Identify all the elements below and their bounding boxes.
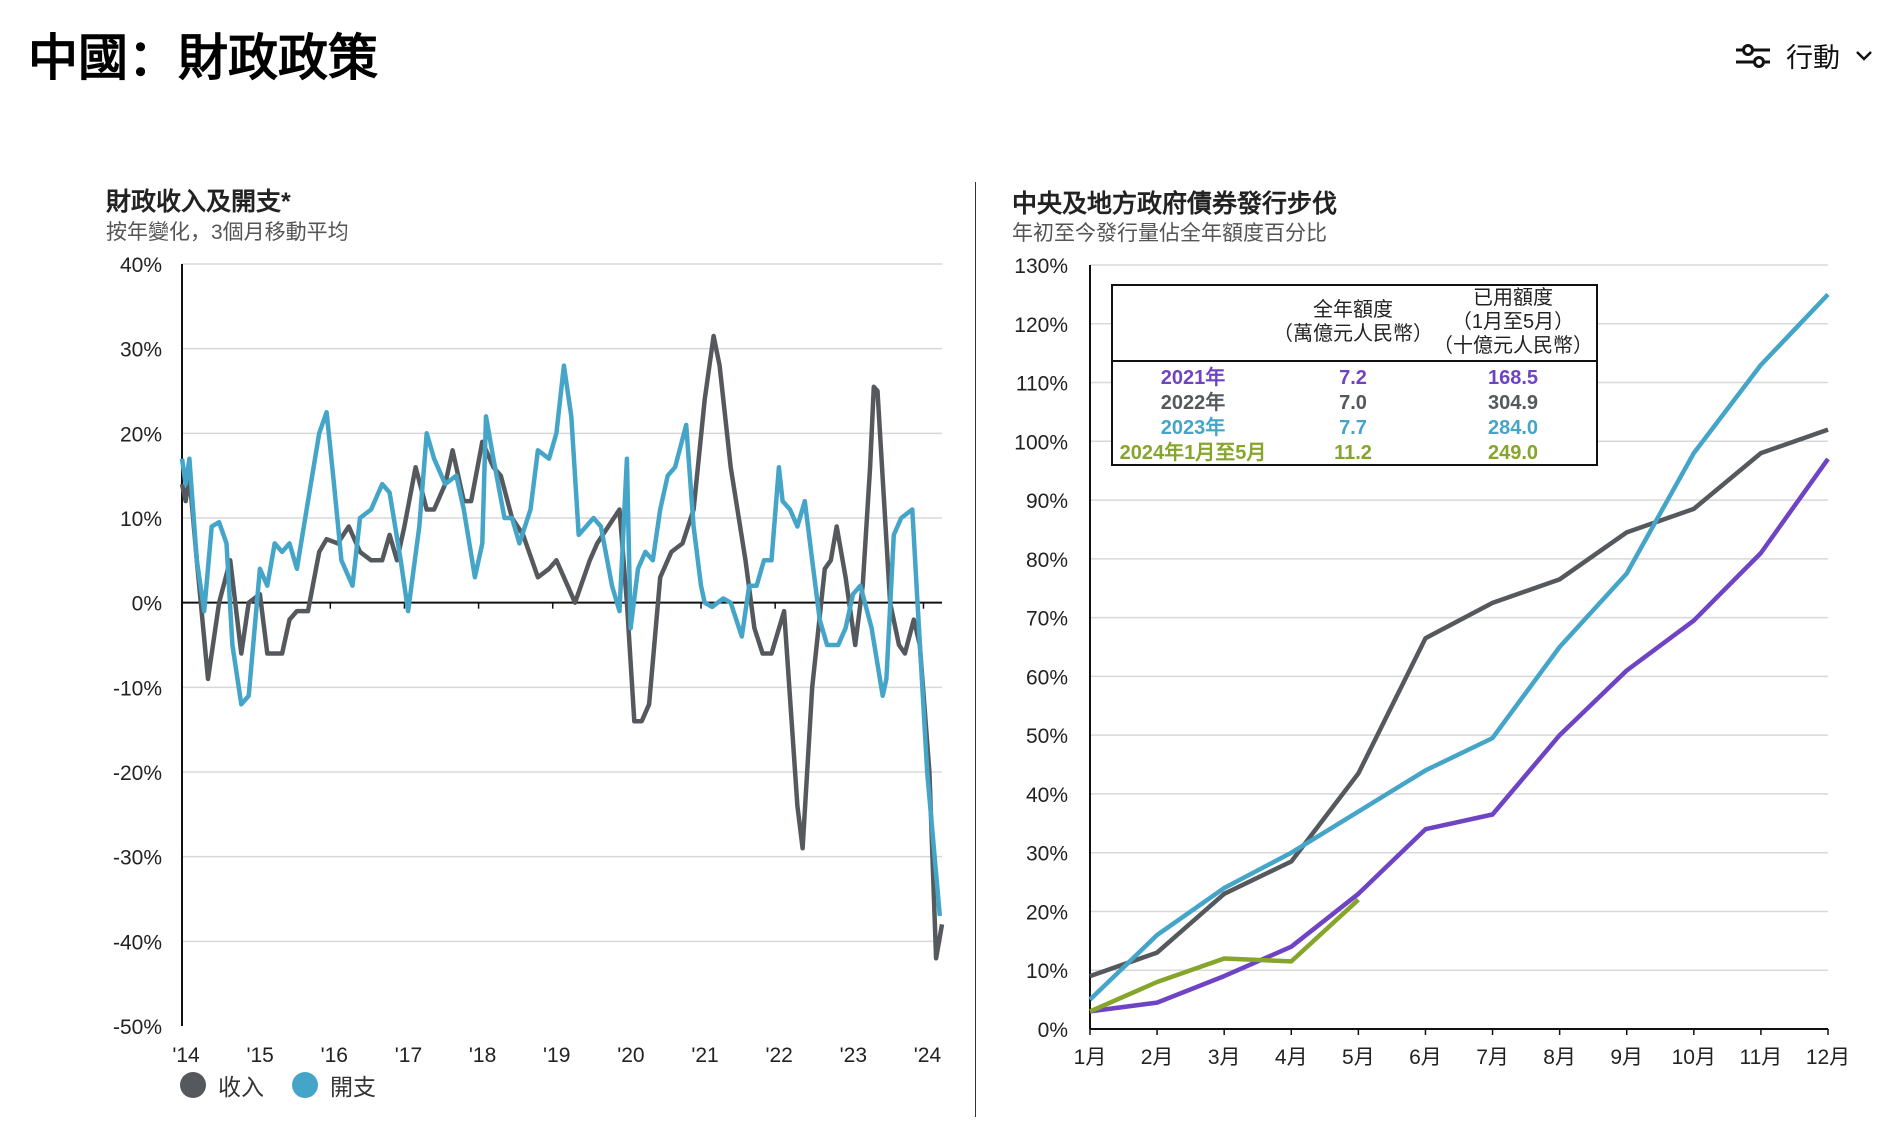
used-cell: 304.9 bbox=[1487, 392, 1539, 414]
legend-swatch bbox=[292, 1072, 318, 1098]
header-cell: 全年額度 bbox=[1313, 299, 1393, 321]
x-tick-label: 12月 bbox=[1806, 1046, 1850, 1069]
table-row: 2022年 7.0 304.9 bbox=[1113, 391, 1596, 416]
y-tick-label: 30% bbox=[1026, 843, 1068, 866]
actions-menu-button[interactable]: 行動 bbox=[1734, 36, 1874, 75]
legend: 收入 開支 bbox=[180, 1068, 376, 1102]
x-tick-label: 10月 bbox=[1672, 1046, 1716, 1069]
row-label: 2023年 bbox=[1160, 417, 1226, 439]
y-tick-label: 50% bbox=[1026, 725, 1068, 748]
quota-table: 全年額度 （萬億元人民幣） 已用額度 （1月至5月） （十億元人民幣） 2021年 7.… bbox=[1111, 284, 1598, 466]
page-title: 中國：財政政策 bbox=[28, 30, 378, 86]
x-tick-label: '17 bbox=[395, 1044, 422, 1067]
series-line-2024年1月至5月 bbox=[1089, 898, 1360, 1014]
x-tick-label: 11月 bbox=[1740, 1046, 1783, 1069]
y-tick-label: -30% bbox=[113, 847, 162, 870]
left-chart-subtitle: 按年變化，3個月移動平均 bbox=[106, 221, 349, 244]
x-tick-label: '24 bbox=[914, 1044, 942, 1067]
table-row: 2021年 7.2 168.5 bbox=[1113, 366, 1596, 391]
y-tick-label: 20% bbox=[120, 423, 162, 446]
table-row: 2023年 7.7 284.0 bbox=[1113, 416, 1596, 441]
y-tick-label: 30% bbox=[120, 339, 162, 362]
header-cell: （十億元人民幣） bbox=[1433, 335, 1593, 357]
x-tick-label: 9月 bbox=[1610, 1046, 1643, 1069]
quota-cell: 7.0 bbox=[1339, 392, 1367, 414]
bond-issuance-chart: 130% 120% 110% 100% 90% 80% 70% 60% 50% 40% 30% 20%… bbox=[1014, 255, 1850, 1069]
legend-label: 開支 bbox=[330, 1074, 376, 1100]
x-tick-label: 3月 bbox=[1208, 1046, 1241, 1069]
y-tick-label: 0% bbox=[132, 593, 162, 616]
x-tick-label: '21 bbox=[691, 1044, 718, 1067]
x-tick-label: '19 bbox=[543, 1044, 570, 1067]
y-tick-label: 130% bbox=[1014, 255, 1068, 278]
series-line-2023年 bbox=[1088, 292, 1830, 1002]
y-tick-label: -20% bbox=[113, 762, 162, 785]
y-tick-label: 10% bbox=[120, 508, 162, 531]
x-tick-label: '16 bbox=[321, 1044, 348, 1067]
x-tick-label: 4月 bbox=[1275, 1046, 1308, 1069]
used-cell: 284.0 bbox=[1487, 417, 1539, 439]
x-tick-label: 2月 bbox=[1141, 1046, 1174, 1069]
revenue-line bbox=[179, 333, 945, 961]
header-cell: 已用額度 bbox=[1473, 287, 1553, 309]
revenue-expenditure-chart: 40% 30% 20% 10% 0% -10% -20% -30% -40% -50% '14 '15… bbox=[113, 254, 945, 1067]
x-tick-label: 8月 bbox=[1543, 1046, 1576, 1069]
row-label: 2021年 bbox=[1160, 367, 1226, 389]
chart-divider bbox=[975, 182, 976, 1117]
legend-swatch bbox=[180, 1072, 206, 1098]
chevron-down-icon bbox=[1856, 50, 1872, 61]
x-tick-label: 5月 bbox=[1342, 1046, 1375, 1069]
quota-table-header: 全年額度 （萬億元人民幣） 已用額度 （1月至5月） （十億元人民幣） bbox=[1113, 286, 1596, 362]
used-cell: 249.0 bbox=[1487, 442, 1539, 464]
y-tick-label: 40% bbox=[120, 254, 162, 277]
y-tick-label: 70% bbox=[1026, 608, 1068, 631]
x-tick-label: '18 bbox=[469, 1044, 496, 1067]
y-tick-label: 80% bbox=[1026, 549, 1068, 572]
right-chart-title: 中央及地方政府債券發行步伐 bbox=[1012, 190, 1338, 218]
x-tick-label: '15 bbox=[246, 1044, 273, 1067]
row-label: 2022年 bbox=[1160, 392, 1226, 414]
left-chart-title: 財政收入及開支* bbox=[106, 188, 291, 216]
y-tick-label: 40% bbox=[1026, 784, 1068, 807]
x-tick-label: 6月 bbox=[1409, 1046, 1442, 1069]
quota-cell: 7.2 bbox=[1339, 367, 1367, 389]
legend-label: 收入 bbox=[218, 1074, 264, 1100]
header-cell: （萬億元人民幣） bbox=[1273, 323, 1433, 345]
expenditure-line bbox=[179, 363, 943, 917]
x-tick-label: '20 bbox=[617, 1044, 644, 1067]
actions-label: 行動 bbox=[1786, 43, 1840, 73]
x-tick-label: '23 bbox=[840, 1044, 867, 1067]
y-tick-label: 20% bbox=[1026, 901, 1068, 924]
y-tick-label: 60% bbox=[1026, 666, 1068, 689]
y-tick-label: 90% bbox=[1026, 490, 1068, 513]
x-tick-label: '14 bbox=[172, 1044, 200, 1067]
y-tick-label: 100% bbox=[1014, 431, 1068, 454]
y-tick-label: 0% bbox=[1038, 1019, 1068, 1042]
sliders-icon bbox=[1736, 43, 1770, 68]
quota-table-body: 2021年 7.2 168.5 2022年 7.0 304.9 2023年 7.7 284.0 2… bbox=[1113, 362, 1596, 466]
y-tick-label: -50% bbox=[113, 1016, 162, 1039]
series-line-2021年 bbox=[1089, 457, 1830, 1014]
y-tick-label: 120% bbox=[1014, 314, 1068, 337]
legend-item-revenue: 收入 bbox=[180, 1068, 264, 1102]
header-cell: （1月至5月） bbox=[1451, 311, 1575, 333]
x-tick-label: '22 bbox=[765, 1044, 792, 1067]
table-row: 2024年1月至5月 11.2 249.0 bbox=[1113, 441, 1596, 466]
y-tick-label: -40% bbox=[113, 931, 162, 954]
right-chart-subtitle: 年初至今發行量佔全年額度百分比 bbox=[1012, 222, 1327, 245]
quota-cell: 11.2 bbox=[1334, 442, 1372, 464]
quota-cell: 7.7 bbox=[1339, 417, 1367, 439]
used-cell: 168.5 bbox=[1487, 367, 1539, 389]
y-tick-label: 10% bbox=[1026, 960, 1068, 983]
row-label: 2024年1月至5月 bbox=[1119, 442, 1267, 464]
series-line-2022年 bbox=[1089, 427, 1829, 979]
x-tick-label: 1月 bbox=[1074, 1046, 1107, 1069]
legend-item-expenditure: 開支 bbox=[292, 1068, 376, 1102]
y-tick-label: -10% bbox=[113, 677, 162, 700]
y-tick-label: 110% bbox=[1016, 373, 1068, 396]
x-tick-label: 7月 bbox=[1476, 1046, 1509, 1069]
